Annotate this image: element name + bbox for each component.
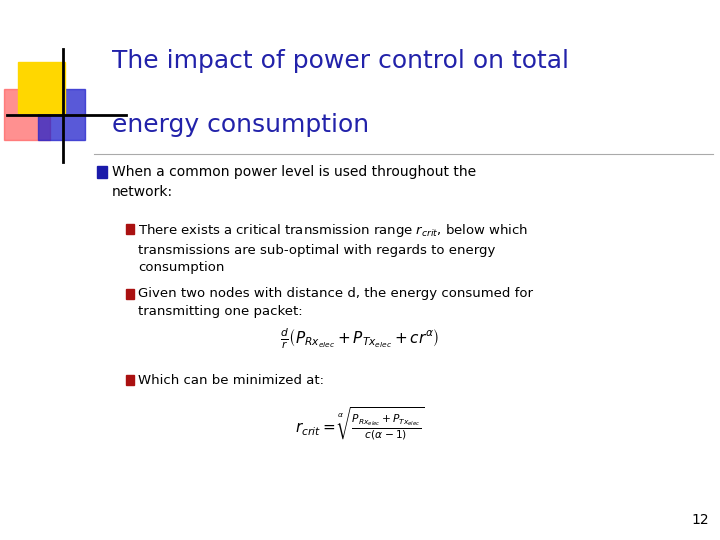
Text: $r_{crit} = \sqrt[\alpha]{\frac{P_{Rx_{elec}} + P_{Tx_{elec}}}{c(\alpha - 1)}}$: $r_{crit} = \sqrt[\alpha]{\frac{P_{Rx_{e…	[295, 405, 425, 442]
Text: energy consumption: energy consumption	[112, 113, 369, 137]
Bar	[38, 89, 85, 140]
Bar	[4, 89, 50, 140]
Bar	[18, 62, 65, 113]
Text: $\frac{d}{r}\left(P_{Rx_{elec}} + P_{Tx_{elec}} + cr^{\alpha}\right)$: $\frac{d}{r}\left(P_{Rx_{elec}} + P_{Tx_…	[280, 327, 440, 351]
Text: 12: 12	[692, 512, 709, 526]
Bar	[126, 224, 134, 234]
Bar	[126, 289, 134, 299]
Text: When a common power level is used throughout the
network:: When a common power level is used throug…	[112, 165, 476, 199]
Bar	[126, 375, 134, 385]
Text: Which can be minimized at:: Which can be minimized at:	[138, 374, 324, 387]
Text: There exists a critical transmission range $r_{crit}$, below which
transmissions: There exists a critical transmission ran…	[138, 222, 528, 274]
Text: Given two nodes with distance d, the energy consumed for
transmitting one packet: Given two nodes with distance d, the ene…	[138, 287, 534, 318]
Text: The impact of power control on total: The impact of power control on total	[112, 49, 569, 72]
Bar	[97, 166, 107, 178]
